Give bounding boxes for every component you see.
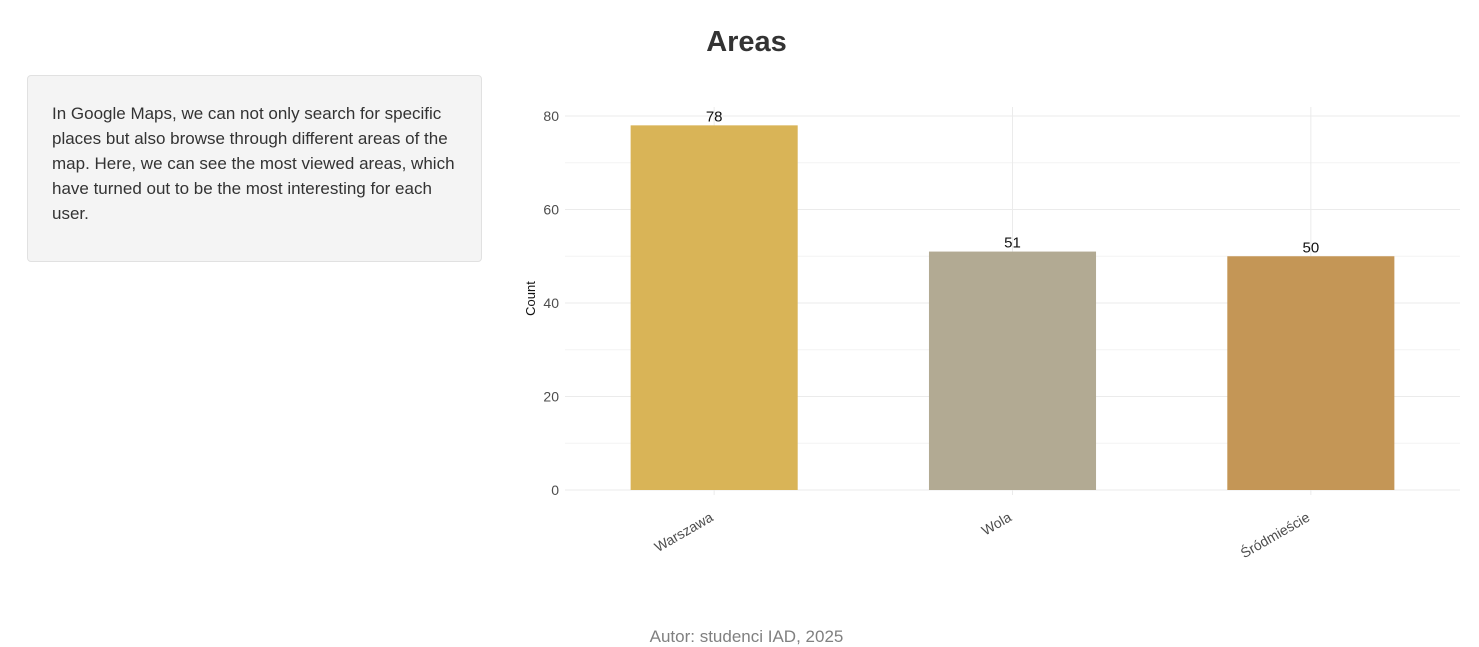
x-tick-label: Wola [979,509,1015,539]
y-tick-label: 20 [543,389,559,405]
data-label: 78 [706,108,723,125]
x-tick-label: Warszawa [652,509,716,555]
y-tick-label: 60 [543,202,559,218]
footer-text: Autor: studenci IAD, 2025 [649,627,844,646]
x-tick-label: Śródmieście [1237,508,1312,561]
y-tick-label: 0 [551,482,559,498]
data-label: 51 [1004,235,1021,252]
bar-warszawa [630,125,798,490]
y-tick-label: 40 [543,295,559,311]
bar-chart: 78 Warszawa 51 Wola 50 Śródmieście 0 20 40 60 80 Co… [523,107,1460,561]
data-label: 50 [1302,239,1319,256]
y-tick-label: 80 [543,108,559,124]
info-text: In Google Maps, we can not only search f… [52,104,455,223]
page-title: Areas [706,26,787,58]
bar-śródmieście [1227,256,1395,490]
bar-wola [928,251,1097,490]
y-axis-title: Count [523,281,538,316]
info-panel: In Google Maps, we can not only search f… [27,75,482,262]
chart-container: 78 Warszawa 51 Wola 50 Śródmieście 0 20 40 60 80 Co… [515,95,1465,585]
